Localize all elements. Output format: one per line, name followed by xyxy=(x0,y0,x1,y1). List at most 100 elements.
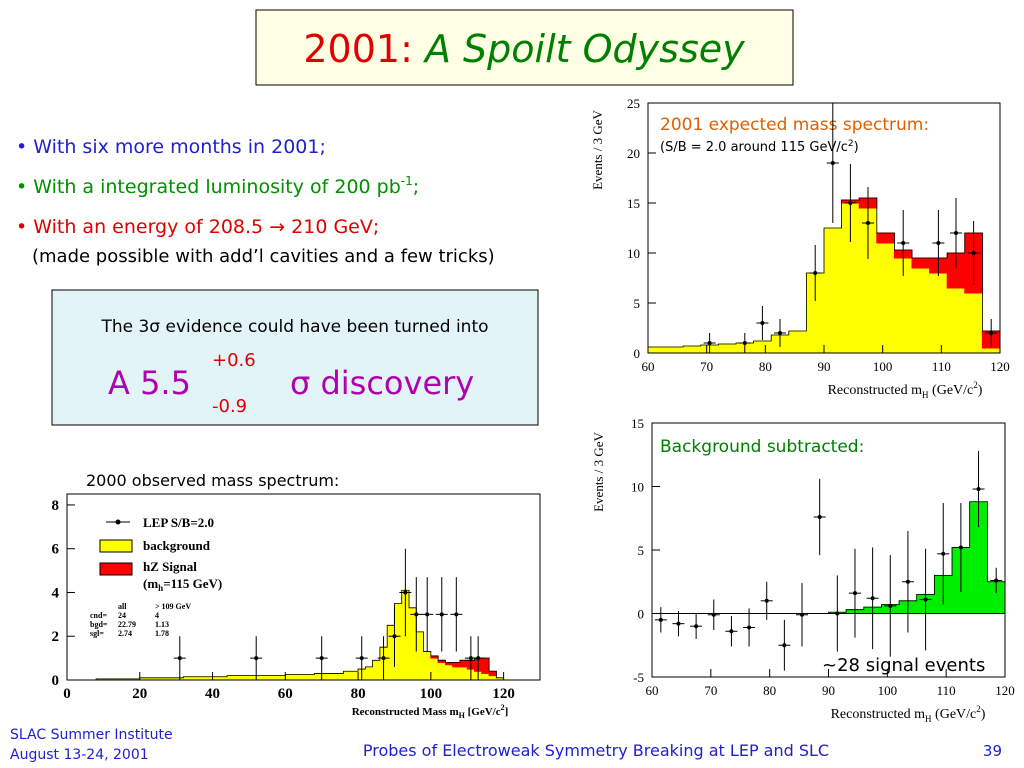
histogram-bar xyxy=(452,661,461,668)
superscript: -1 xyxy=(401,174,413,188)
data-point xyxy=(817,514,822,519)
stats-cell: 24 xyxy=(118,611,126,620)
y-tick-label: 10 xyxy=(631,480,644,495)
result-box xyxy=(51,289,539,426)
x-tick-label: 70 xyxy=(700,359,713,374)
stats-header: > 109 GeV xyxy=(155,602,191,611)
y-axis-label: Events / 3 GeV xyxy=(591,431,606,511)
y-tick-label: 4 xyxy=(52,585,60,601)
x-tick-label: 110 xyxy=(937,683,956,698)
histogram-bar xyxy=(241,675,257,681)
data-point xyxy=(989,331,994,335)
data-point xyxy=(381,656,386,661)
y-tick-label: 25 xyxy=(627,96,640,111)
histogram-bar xyxy=(481,657,490,674)
bullet: • With a integrated luminosity of 200 pb… xyxy=(16,174,419,198)
y-tick-label: 8 xyxy=(52,498,60,514)
histogram-bar xyxy=(946,287,966,354)
histogram-bar xyxy=(481,672,490,681)
stats-table: all > 109 GeV cnd= 24 4 bgd= 22.79 1.13 … xyxy=(90,602,191,638)
histogram-bar xyxy=(911,257,931,269)
histogram-bar xyxy=(226,675,243,681)
label-part: ) xyxy=(978,383,983,398)
chart-title: 2001 expected mass spectrum: xyxy=(660,115,929,135)
y-tick-label: -5 xyxy=(633,670,644,685)
data-point xyxy=(901,241,906,245)
y-tick-label: 0 xyxy=(52,673,60,689)
bullet-text: • With a integrated luminosity of 200 pb xyxy=(16,176,401,198)
x-tick-label: 90 xyxy=(818,359,831,374)
label-part: Reconstructed Mass m xyxy=(352,706,459,718)
histogram-bar xyxy=(343,670,359,681)
legend: LEP S/B=2.0 background hZ Signal (mh=115… xyxy=(90,515,222,638)
legend-swatch xyxy=(99,539,133,553)
label-part: Reconstructed m xyxy=(831,707,926,722)
data-point xyxy=(905,579,910,584)
page-number: 39 xyxy=(983,742,1002,760)
data-point xyxy=(994,578,999,583)
legend-label: background xyxy=(143,538,211,553)
histogram-bar xyxy=(408,607,417,681)
data-point xyxy=(954,231,958,235)
bullet-text: ; xyxy=(413,176,419,198)
stats-cell: 22.79 xyxy=(118,620,136,629)
legend-label: hZ Signal xyxy=(143,559,197,574)
histogram-bar xyxy=(270,675,286,681)
histogram-bar xyxy=(372,659,381,681)
subscript: H xyxy=(459,711,466,720)
data-point xyxy=(936,241,941,245)
histogram-bar xyxy=(929,272,948,354)
data-point xyxy=(747,625,752,630)
x-axis-label: Reconstructed Mass mH [GeV/c2] xyxy=(352,703,509,720)
y-tick-label: 2 xyxy=(52,629,60,645)
histogram-bar xyxy=(964,292,983,354)
superscript: 2 xyxy=(848,139,854,149)
chart-subtitle: (S/B = 2.0 around 115 GeV/c2) xyxy=(660,139,859,155)
stats-label: sgl= xyxy=(90,629,104,638)
footer-center: Probes of Electroweak Symmetry Breaking … xyxy=(363,741,829,760)
annotation: ~28 signal events xyxy=(822,655,985,676)
data-point xyxy=(694,624,699,629)
histogram-bar xyxy=(488,670,497,677)
data-point xyxy=(778,331,782,335)
stats-label: cnd= xyxy=(90,611,107,620)
subscript: h xyxy=(158,583,163,593)
title-text: A Spoilt Odyssey xyxy=(422,27,745,71)
y-tick-label: 15 xyxy=(627,196,640,211)
stats-cell: 2.74 xyxy=(118,629,132,638)
footer-left: August 13-24, 2001 xyxy=(10,747,149,763)
histogram-bar xyxy=(255,675,272,681)
box-down: -0.9 xyxy=(212,396,247,417)
histogram-bar xyxy=(459,659,468,668)
legend-swatch xyxy=(99,562,133,576)
data-point xyxy=(177,656,182,661)
legend-label: (mh=115 GeV) xyxy=(143,576,222,593)
subtitle-text: ) xyxy=(854,140,859,155)
data-point xyxy=(866,221,870,225)
histogram-bar xyxy=(823,227,843,354)
data-point xyxy=(425,612,430,617)
data-point xyxy=(468,656,473,661)
histogram-bar xyxy=(682,345,702,354)
label-part: ] xyxy=(505,706,509,718)
data-point xyxy=(760,321,765,325)
data-point xyxy=(813,271,818,275)
footer-left: SLAC Summer Institute xyxy=(10,727,173,743)
histogram-bar xyxy=(437,661,446,681)
superscript: 2 xyxy=(976,704,981,714)
histogram-bar xyxy=(717,343,737,354)
bullet: • With six more months in 2001; xyxy=(16,136,326,158)
data-point xyxy=(848,201,853,205)
data-point xyxy=(439,612,444,617)
histogram-bar xyxy=(364,666,374,681)
x-tick-label: 80 xyxy=(763,683,776,698)
legend-label: LEP S/B=2.0 xyxy=(143,515,214,530)
x-tick-label: 40 xyxy=(205,686,220,702)
x-tick-label: 100 xyxy=(873,359,893,374)
data-point xyxy=(941,551,946,556)
data-point xyxy=(830,161,835,165)
superscript: 2 xyxy=(501,703,505,712)
histogram-bar xyxy=(876,232,895,244)
subtitle-text: (S/B = 2.0 around 115 GeV/c xyxy=(660,140,848,155)
data-point xyxy=(923,597,928,602)
